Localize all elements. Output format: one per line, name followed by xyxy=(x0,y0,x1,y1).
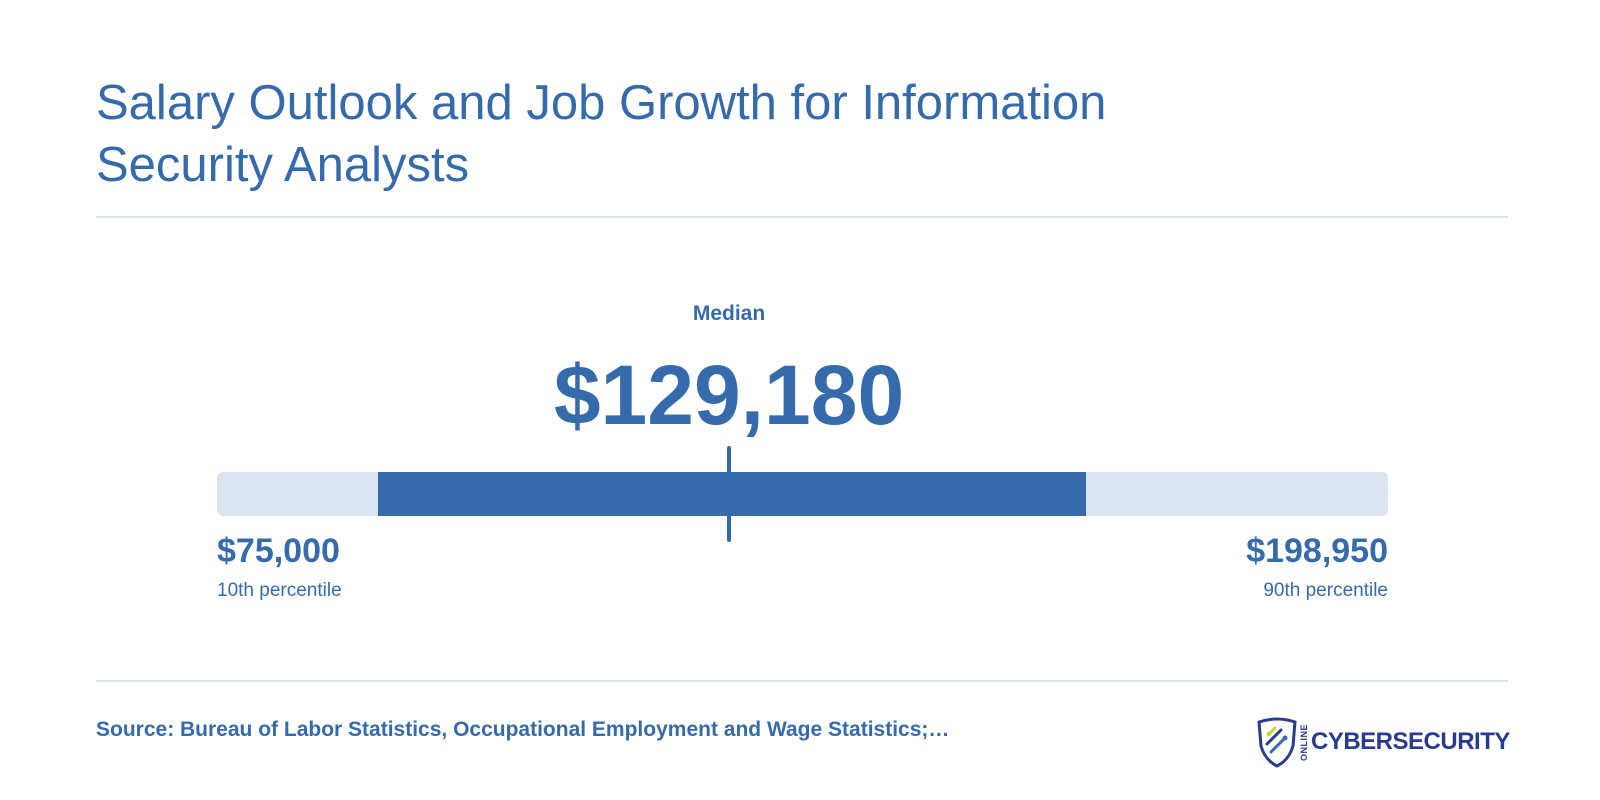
logo-text: CYBERSECURITY xyxy=(1311,728,1510,755)
online-cybersecurity-logo: ONLINE CYBERSECURITY xyxy=(1255,716,1510,768)
page-title: Salary Outlook and Job Growth for Inform… xyxy=(96,76,1107,192)
high-value: $198,950 xyxy=(1246,532,1388,570)
median-marker xyxy=(726,446,731,542)
median-value: $129,180 xyxy=(553,348,905,442)
source-note: Source: Bureau of Labor Statistics, Occu… xyxy=(96,718,950,741)
salary-range-highlight xyxy=(377,472,1087,516)
salary-range-track xyxy=(217,472,1388,516)
high-label: 90th percentile xyxy=(1263,580,1388,601)
logo-online-text: ONLINE xyxy=(1299,724,1309,762)
low-value: $75,000 xyxy=(217,532,340,570)
top-divider xyxy=(96,216,1508,218)
low-label: 10th percentile xyxy=(217,580,342,601)
shield-icon xyxy=(1257,717,1297,768)
median-label: Median xyxy=(692,302,766,325)
bottom-divider xyxy=(96,680,1508,682)
